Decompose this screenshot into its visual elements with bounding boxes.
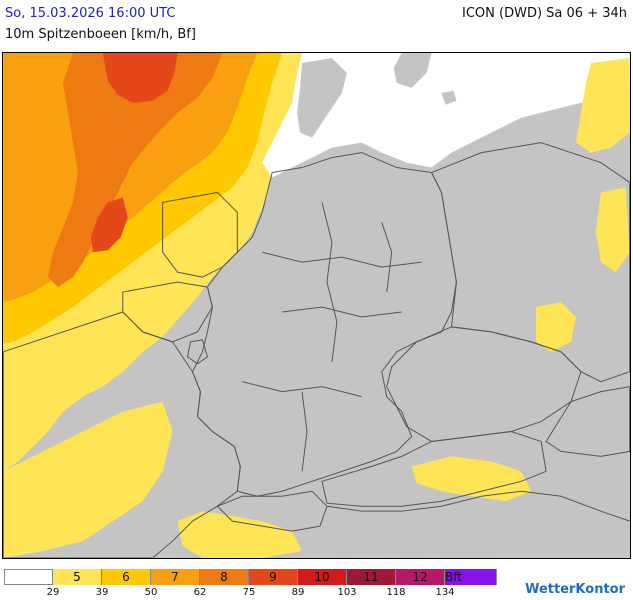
gust-area-bf5-east	[575, 57, 630, 153]
borders	[3, 142, 630, 558]
legend-class-bf6: 6	[102, 569, 151, 585]
legend-tick: 75	[242, 587, 256, 598]
legend-class-bf7: 7	[151, 569, 200, 585]
border-france	[3, 311, 241, 558]
legend-tick: 103	[337, 587, 357, 598]
land-bornholm	[441, 90, 457, 105]
land-denmark	[297, 57, 347, 138]
border-austria	[321, 430, 547, 507]
border-poland	[430, 142, 630, 383]
legend-class-bf12: 12	[396, 569, 445, 585]
gust-area-bf9-mid	[90, 197, 128, 253]
map-canvas	[3, 53, 630, 558]
legend-tick: 50	[144, 587, 158, 598]
legend-class-bft: Bft	[445, 569, 497, 585]
legend-class-bf8: 8	[200, 569, 249, 585]
border-luxembourg	[186, 339, 209, 365]
legend-tick: 134	[435, 587, 455, 598]
parameter-label: 10m Spitzenboeen [km/h, Bf]	[5, 27, 196, 42]
border-slovakia	[545, 386, 630, 457]
state-border-3	[321, 202, 338, 362]
legend-tick: 29	[46, 587, 60, 598]
border-slovenia-italy	[326, 490, 630, 522]
gust-area-bf5-poland	[595, 187, 630, 273]
state-border-5	[301, 391, 308, 472]
land-sweden	[393, 53, 432, 88]
border-netherlands	[162, 191, 238, 278]
legend-class-bf5: 5	[53, 569, 102, 585]
legend-class-bf10: 10	[298, 569, 347, 585]
wind-gust-map	[2, 52, 631, 559]
legend-class-bf9: 9	[249, 569, 298, 585]
gust-area-bf8	[48, 53, 223, 288]
brand-logo[interactable]: WetterKontor	[525, 582, 625, 597]
model-run: ICON (DWD) Sa 06 + 34h	[462, 6, 627, 21]
state-border-1	[262, 251, 422, 268]
gust-area-bf5-czech	[536, 302, 576, 352]
state-border-4	[242, 381, 362, 398]
legend-tick: 39	[95, 587, 109, 598]
valid-time: So, 15.03.2026 16:00 UTC	[5, 6, 176, 21]
state-border-2	[282, 306, 402, 318]
gust-area-bf5-alps	[411, 456, 532, 502]
legend-tick: 89	[291, 587, 305, 598]
state-border-6	[381, 222, 393, 293]
legend-class-0	[4, 569, 53, 585]
legend-tick: 62	[193, 587, 207, 598]
legend-class-bf11: 11	[347, 569, 396, 585]
gust-area-bf9-north	[102, 53, 178, 103]
border-switzerland	[216, 490, 328, 532]
legend-tick: 118	[386, 587, 406, 598]
gust-area-bf5-south-west	[3, 401, 173, 558]
brand-name: WetterKontor	[525, 582, 625, 597]
no-gust-area-baltic	[262, 53, 630, 178]
gust-area-bf5-alps-south	[177, 511, 303, 558]
